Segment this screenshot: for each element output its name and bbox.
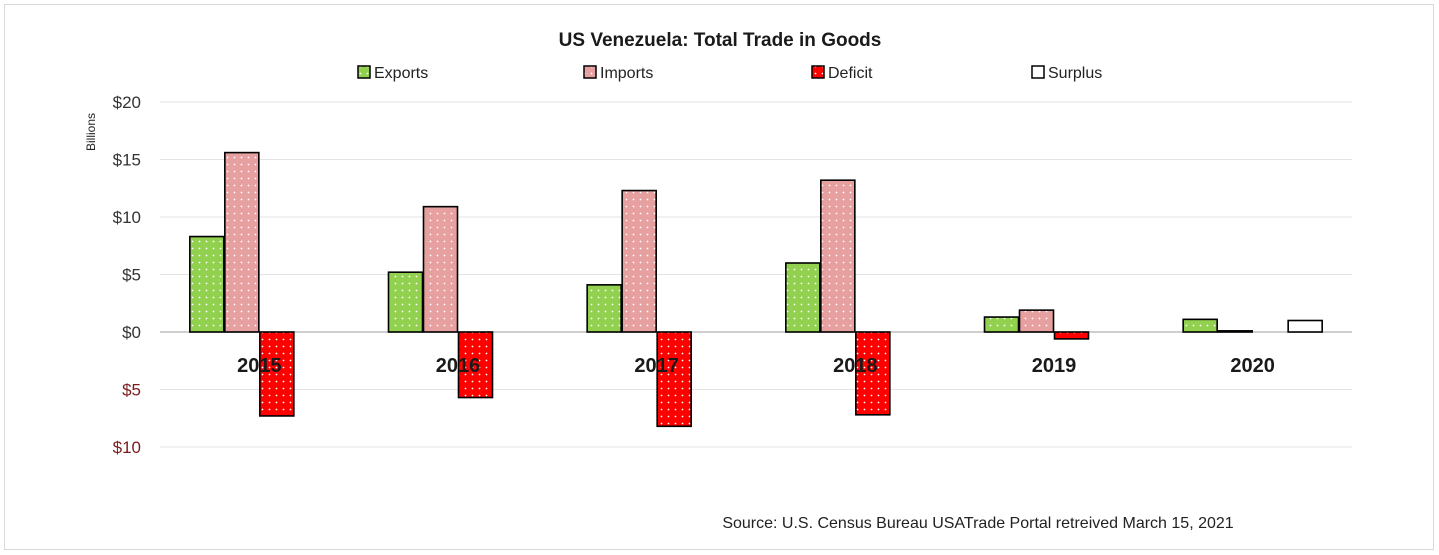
bar-imports-2020 bbox=[1217, 330, 1253, 333]
bar-exports-2017 bbox=[586, 284, 622, 333]
y-tick-label: $10 bbox=[113, 208, 141, 227]
y-tick-label: $10 bbox=[113, 438, 141, 457]
legend-swatch-imports bbox=[583, 65, 597, 79]
x-tick-label: 2019 bbox=[1032, 355, 1077, 377]
bar-exports-2020 bbox=[1182, 318, 1218, 333]
bar-exports-2019 bbox=[983, 316, 1020, 333]
bar-deficit-2016 bbox=[457, 331, 494, 399]
legend-label-exports: Exports bbox=[374, 65, 428, 82]
legend-swatch-surplus bbox=[1031, 65, 1045, 79]
legend-label-surplus: Surplus bbox=[1048, 65, 1102, 82]
legend-label-deficit: Deficit bbox=[828, 65, 873, 82]
bar-surplus-2020 bbox=[1287, 319, 1323, 333]
legend-label-imports: Imports bbox=[600, 65, 653, 82]
bar-exports-2016 bbox=[387, 271, 424, 333]
y-tick-label: $20 bbox=[113, 93, 141, 112]
y-axis-label: Billions bbox=[84, 113, 98, 151]
x-tick-label: 2016 bbox=[436, 355, 481, 377]
y-axis-ticks: $20 $15 $10 $5 $0 $5 $10 bbox=[113, 93, 141, 457]
y-tick-label: $15 bbox=[113, 151, 141, 170]
bar-exports-2015 bbox=[189, 235, 225, 333]
chart-title: US Venezuela: Total Trade in Goods bbox=[559, 30, 882, 51]
y-tick-label: $0 bbox=[122, 323, 141, 342]
x-tick-label: 2015 bbox=[237, 355, 282, 377]
bar-imports-2018 bbox=[820, 179, 856, 333]
x-axis-ticks: 2015 2016 2017 2018 2019 2020 bbox=[237, 355, 1275, 377]
y-tick-label: $5 bbox=[122, 381, 141, 400]
bar-imports-2019 bbox=[1018, 309, 1055, 333]
legend: Exports Imports Deficit Surplus bbox=[357, 65, 1102, 82]
x-tick-label: 2017 bbox=[634, 355, 679, 377]
source-note: Source: U.S. Census Bureau USATrade Port… bbox=[722, 515, 1233, 532]
bar-deficit-2015 bbox=[259, 331, 295, 417]
bar-imports-2017 bbox=[621, 189, 657, 333]
bar-deficit-2017 bbox=[656, 331, 692, 428]
x-tick-label: 2020 bbox=[1230, 355, 1275, 377]
legend-swatch-deficit bbox=[811, 65, 825, 79]
bar-deficit-2018 bbox=[855, 331, 891, 416]
bar-imports-2015 bbox=[224, 151, 260, 333]
bar-deficit-2019 bbox=[1053, 331, 1090, 340]
gridlines bbox=[160, 101, 1352, 448]
y-tick-label: $5 bbox=[122, 266, 141, 285]
x-tick-label: 2018 bbox=[833, 355, 878, 377]
bar-exports-2018 bbox=[785, 262, 821, 333]
bars bbox=[189, 151, 1323, 428]
legend-swatch-exports bbox=[357, 65, 371, 79]
bar-imports-2016 bbox=[422, 205, 459, 333]
